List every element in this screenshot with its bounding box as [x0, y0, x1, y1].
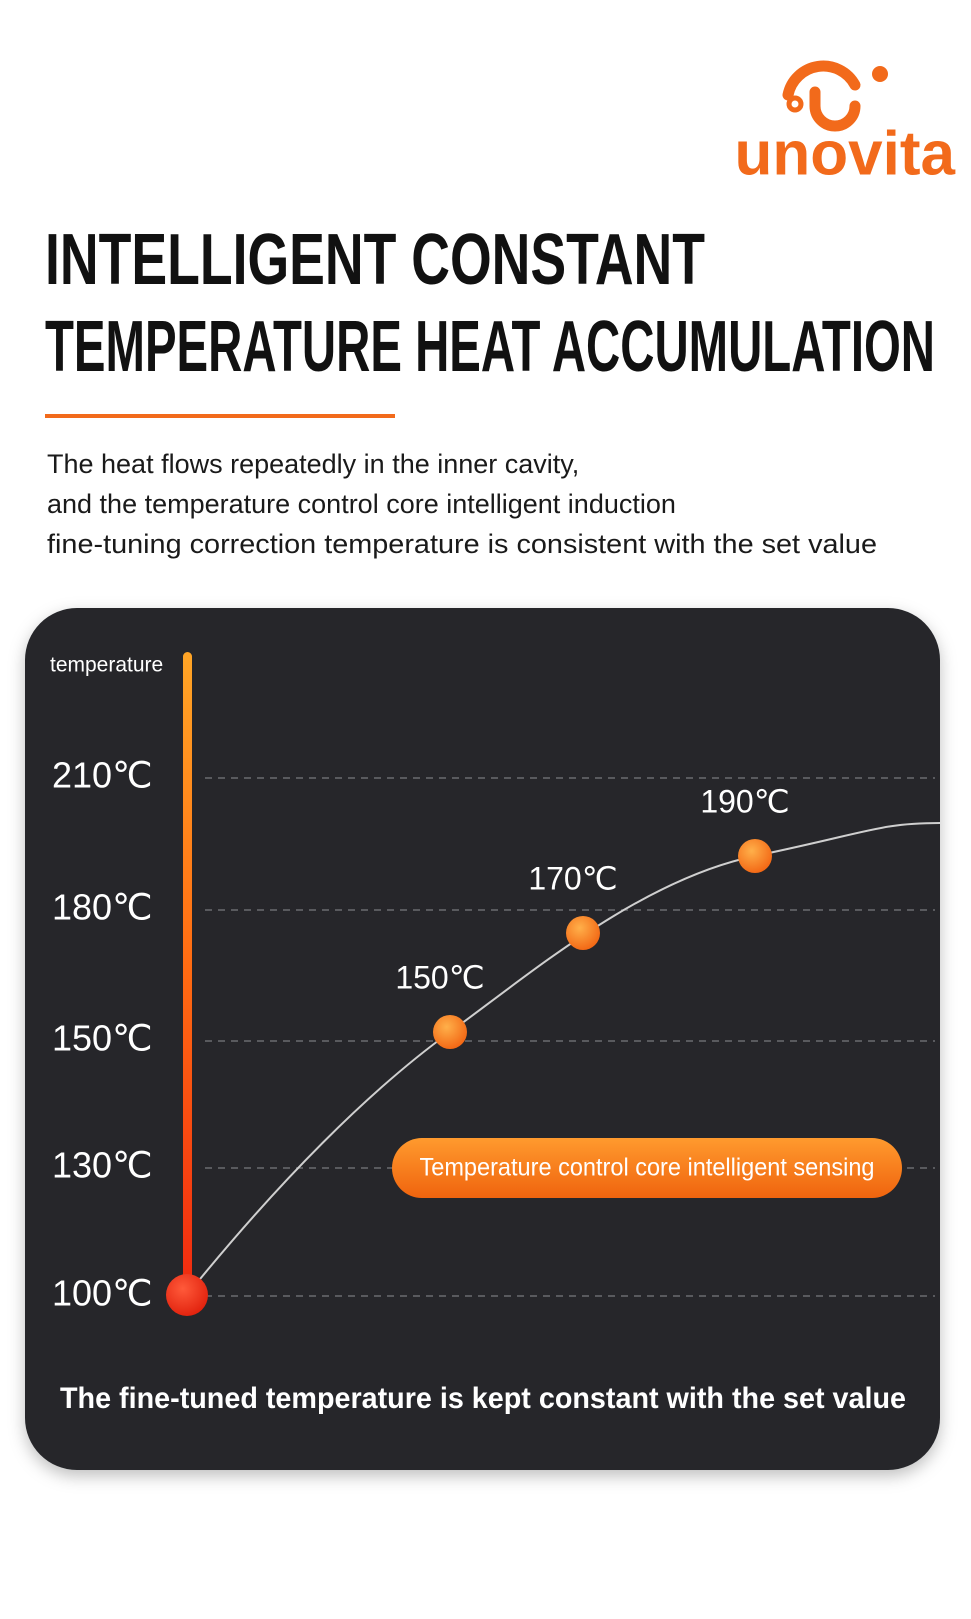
- axis-label: temperature: [50, 654, 163, 677]
- badge-text: Temperature control core intelligent sen…: [420, 1154, 875, 1182]
- description-line: and the temperature control core intelli…: [47, 489, 676, 519]
- panel: [25, 608, 940, 1470]
- brand: unovita: [735, 119, 956, 188]
- point-label: 150℃: [395, 959, 484, 995]
- point: [738, 839, 772, 873]
- divider: [45, 414, 395, 418]
- title-line: TEMPERATURE HEAT ACCUMULATION: [45, 307, 935, 387]
- tick-label: 180℃: [52, 887, 153, 928]
- title-line: INTELLIGENT CONSTANT: [45, 220, 705, 300]
- tick-label: 150℃: [52, 1018, 153, 1059]
- tick-label: 210℃: [52, 755, 153, 796]
- curve: [186, 822, 941, 1296]
- thermometer: [183, 652, 192, 1292]
- caption: The fine-tuned temperature is kept const…: [60, 1382, 906, 1415]
- description-line: fine-tuning correction temperature is co…: [47, 529, 877, 559]
- description-line: The heat flows repeatedly in the inner c…: [47, 449, 579, 479]
- logo-icon: [782, 60, 888, 132]
- tick-label: 130℃: [52, 1145, 153, 1186]
- point: [433, 1015, 467, 1049]
- tick-label: 100℃: [52, 1273, 153, 1314]
- point-label: 170℃: [528, 860, 617, 896]
- point: [566, 916, 600, 950]
- badge: [392, 1138, 902, 1198]
- start-dot: [166, 1274, 208, 1316]
- point-label: 190℃: [700, 783, 789, 819]
